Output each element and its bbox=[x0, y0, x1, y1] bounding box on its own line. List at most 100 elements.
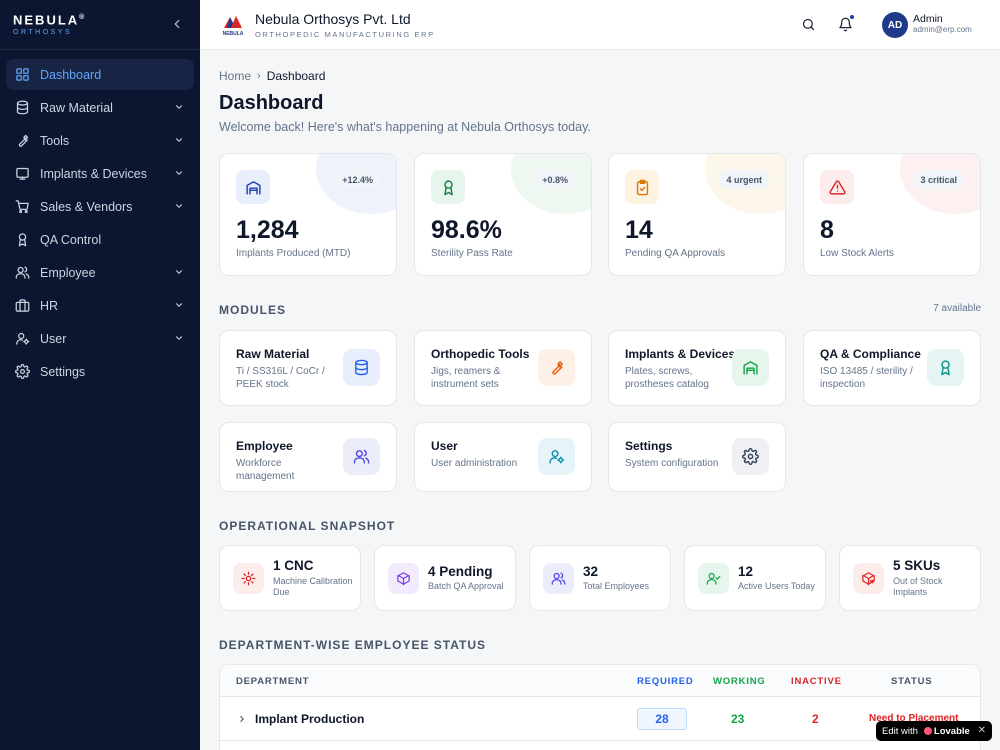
snapshot-card[interactable]: 32 Total Employees bbox=[529, 545, 671, 611]
users-icon bbox=[543, 563, 574, 594]
award-icon bbox=[431, 170, 465, 204]
stat-badge: +0.8% bbox=[535, 170, 575, 189]
module-card-qa-compliance[interactable]: QA & Compliance ISO 13485 / sterility / i… bbox=[803, 330, 981, 406]
chevron-right-icon[interactable] bbox=[237, 714, 247, 724]
snapshot-card[interactable]: 12 Active Users Today bbox=[684, 545, 826, 611]
sidebar-item-dashboard[interactable]: Dashboard bbox=[6, 59, 194, 90]
avatar[interactable]: AD bbox=[882, 12, 908, 38]
sidebar-nav: Dashboard Raw Material Tools Implants & Dev… bbox=[0, 50, 200, 398]
required-count: 28 bbox=[637, 708, 687, 730]
sidebar-item-label: Tools bbox=[40, 133, 70, 148]
sidebar-item-implants-devices[interactable]: Implants & Devices bbox=[6, 158, 194, 189]
factory-icon bbox=[732, 349, 769, 386]
sidebar-item-label: User bbox=[40, 331, 67, 346]
col-status[interactable]: STATUS bbox=[891, 676, 933, 687]
module-card-employee[interactable]: Employee Workforce management bbox=[219, 422, 397, 492]
close-icon[interactable]: ✕ bbox=[977, 725, 986, 736]
chevron-down-icon[interactable] bbox=[174, 135, 184, 145]
module-description: Plates, screws, prostheses catalog bbox=[625, 366, 709, 390]
module-title: Settings bbox=[625, 439, 673, 453]
award-icon bbox=[15, 232, 30, 247]
company-subtitle: ORTHOPEDIC MANUFACTURING ERP bbox=[255, 30, 435, 39]
chevron-down-icon[interactable] bbox=[174, 102, 184, 112]
stat-value: 8 bbox=[820, 216, 834, 244]
stat-label: Implants Produced (MTD) bbox=[236, 248, 351, 259]
stat-badge: +12.4% bbox=[335, 170, 380, 189]
col-required[interactable]: REQUIRED bbox=[637, 676, 694, 687]
col-working[interactable]: WORKING bbox=[713, 676, 766, 687]
edit-with-lovable-badge[interactable]: Edit with Lovable ✕ bbox=[876, 721, 992, 741]
snapshot-label: Out of Stock Implants bbox=[893, 576, 943, 597]
database-icon bbox=[343, 349, 380, 386]
snapshot-card[interactable]: 1 CNC Machine Calibration Due bbox=[219, 545, 361, 611]
brand-subtitle: ORTHOSYS bbox=[13, 28, 73, 36]
stat-label: Sterility Pass Rate bbox=[431, 248, 513, 259]
sidebar-item-raw-material[interactable]: Raw Material bbox=[6, 92, 194, 123]
wrench-icon bbox=[15, 133, 30, 148]
sidebar-item-qa-control[interactable]: QA Control bbox=[6, 224, 194, 255]
module-card-user[interactable]: User User administration bbox=[414, 422, 592, 492]
user-email: admin@erp.com bbox=[913, 25, 972, 34]
snapshot-value: 4 Pending bbox=[428, 564, 493, 579]
user-gear-icon bbox=[538, 438, 575, 475]
sidebar-item-sales-vendors[interactable]: Sales & Vendors bbox=[6, 191, 194, 222]
company-logo: NEBULA bbox=[223, 16, 244, 37]
stat-card[interactable]: +0.8% 98.6% Sterility Pass Rate bbox=[414, 153, 592, 276]
department-table: DEPARTMENT REQUIRED WORKING INACTIVE STA… bbox=[219, 664, 981, 750]
sidebar-item-user[interactable]: User bbox=[6, 323, 194, 354]
sidebar-item-hr[interactable]: HR bbox=[6, 290, 194, 321]
chevron-down-icon[interactable] bbox=[174, 333, 184, 343]
breadcrumb: Home › Dashboard bbox=[219, 69, 325, 83]
clipboard-check-icon bbox=[625, 170, 659, 204]
stat-value: 14 bbox=[625, 216, 653, 244]
user-gear-icon bbox=[15, 331, 30, 346]
col-department[interactable]: DEPARTMENT bbox=[236, 676, 310, 687]
sidebar-item-label: Sales & Vendors bbox=[40, 199, 133, 214]
module-card-implants-devices[interactable]: Implants & Devices Plates, screws, prosth… bbox=[608, 330, 786, 406]
bell-icon[interactable] bbox=[838, 17, 853, 32]
chevron-down-icon[interactable] bbox=[174, 201, 184, 211]
table-header-row: DEPARTMENT REQUIRED WORKING INACTIVE STA… bbox=[220, 665, 980, 697]
col-inactive[interactable]: INACTIVE bbox=[791, 676, 842, 687]
table-row[interactable]: Implant Production 28 23 2 Need to Place… bbox=[220, 697, 980, 741]
snapshot-card[interactable]: 4 Pending Batch QA Approval bbox=[374, 545, 516, 611]
module-title: Implants & Devices bbox=[625, 347, 736, 361]
top-header: NEBULA Nebula Orthosys Pvt. Ltd ORTHOPED… bbox=[200, 0, 1000, 50]
brand-mark: ® bbox=[79, 14, 87, 22]
search-icon[interactable] bbox=[801, 17, 816, 32]
breadcrumb-home[interactable]: Home bbox=[219, 69, 252, 83]
stat-card[interactable]: 4 urgent 14 Pending QA Approvals bbox=[608, 153, 786, 276]
logo-text: NEBULA bbox=[223, 31, 244, 37]
snapshot-heading: OPERATIONAL SNAPSHOT bbox=[219, 519, 396, 533]
sidebar-item-settings[interactable]: Settings bbox=[6, 356, 194, 387]
sidebar-item-employee[interactable]: Employee bbox=[6, 257, 194, 288]
lovable-label: Lovable bbox=[933, 725, 970, 737]
module-card-raw-material[interactable]: Raw Material Ti / SS316L / CoCr / PEEK st… bbox=[219, 330, 397, 406]
chevron-down-icon[interactable] bbox=[174, 168, 184, 178]
collapse-sidebar-icon[interactable] bbox=[170, 17, 184, 31]
snapshot-label: Total Employees bbox=[583, 581, 650, 591]
chevron-down-icon[interactable] bbox=[174, 267, 184, 277]
module-card-settings[interactable]: Settings System configuration bbox=[608, 422, 786, 492]
wrench-icon bbox=[538, 349, 575, 386]
stat-label: Low Stock Alerts bbox=[820, 248, 894, 259]
stat-label: Pending QA Approvals bbox=[625, 248, 726, 259]
snapshot-value: 5 SKUs bbox=[893, 558, 941, 573]
sidebar: NEBULA® ORTHOSYS Dashboard Raw Material To… bbox=[0, 0, 200, 750]
alert-triangle-icon bbox=[820, 170, 854, 204]
user-name[interactable]: Admin bbox=[913, 13, 943, 25]
page-title: Dashboard bbox=[219, 92, 324, 114]
breadcrumb-current: Dashboard bbox=[266, 69, 326, 83]
stat-card[interactable]: +12.4% 1,284 Implants Produced (MTD) bbox=[219, 153, 397, 276]
sidebar-item-tools[interactable]: Tools bbox=[6, 125, 194, 156]
sidebar-item-label: QA Control bbox=[40, 232, 102, 247]
snapshot-card[interactable]: 5 SKUs Out of Stock Implants bbox=[839, 545, 981, 611]
stat-card[interactable]: 3 critical 8 Low Stock Alerts bbox=[803, 153, 981, 276]
modules-heading: MODULES bbox=[219, 303, 286, 317]
stat-value: 1,284 bbox=[236, 216, 299, 244]
chevron-down-icon[interactable] bbox=[174, 300, 184, 310]
module-card-orthopedic-tools[interactable]: Orthopedic Tools Jigs, reamers & instrume… bbox=[414, 330, 592, 406]
sidebar-item-label: Employee bbox=[40, 265, 96, 280]
snapshot-value: 1 CNC bbox=[273, 558, 314, 573]
department-name: Implant Production bbox=[255, 712, 365, 726]
